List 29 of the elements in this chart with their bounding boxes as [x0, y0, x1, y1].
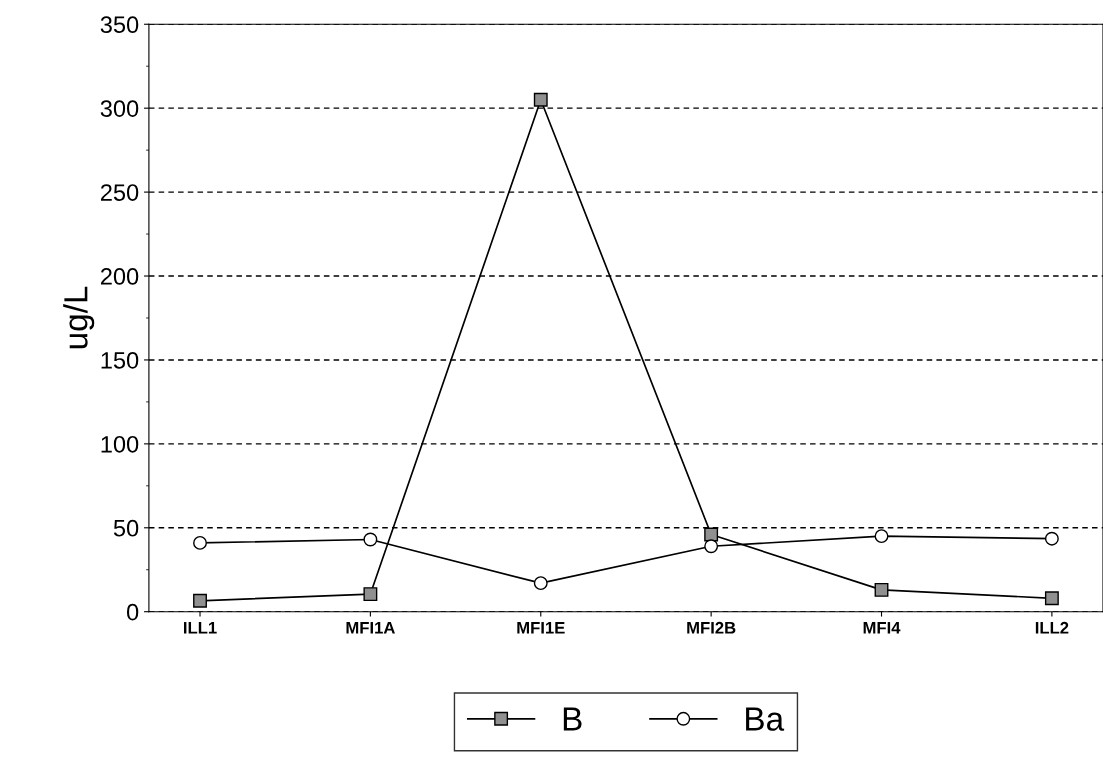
point: [193, 535, 207, 550]
y-tick-label: 300: [100, 100, 139, 117]
point: [1044, 531, 1059, 546]
x-tick-label: ILL1: [184, 622, 217, 634]
x-tick-label: ILL2: [1035, 621, 1069, 634]
y-axis-title: ug/L: [63, 286, 95, 349]
point: [704, 527, 719, 542]
point: [533, 92, 548, 107]
point: [1044, 591, 1059, 606]
y-tick-label: 150: [101, 352, 139, 369]
point: [704, 539, 719, 554]
y-tick-label: 350: [100, 16, 139, 34]
x-tick-label: MFI2B: [687, 621, 736, 634]
point: [874, 529, 889, 544]
point: [363, 532, 378, 547]
y-tick-label: 250: [100, 184, 139, 201]
x-tick-label: MFI1E: [517, 622, 565, 634]
x-tick-label: MFI4: [863, 622, 901, 634]
legend-label: B: [563, 707, 582, 731]
legend-label: Ba: [746, 707, 785, 731]
point: [193, 593, 207, 608]
point: [363, 587, 378, 602]
y-tick-label: 50: [113, 519, 139, 537]
y-tick-label: 0: [126, 603, 139, 621]
point: [533, 576, 548, 591]
y-tick-label: 200: [100, 268, 139, 285]
x-tick-label: MFI1A: [346, 622, 395, 634]
y-tick-label: 100: [101, 435, 139, 453]
point: [874, 582, 889, 597]
